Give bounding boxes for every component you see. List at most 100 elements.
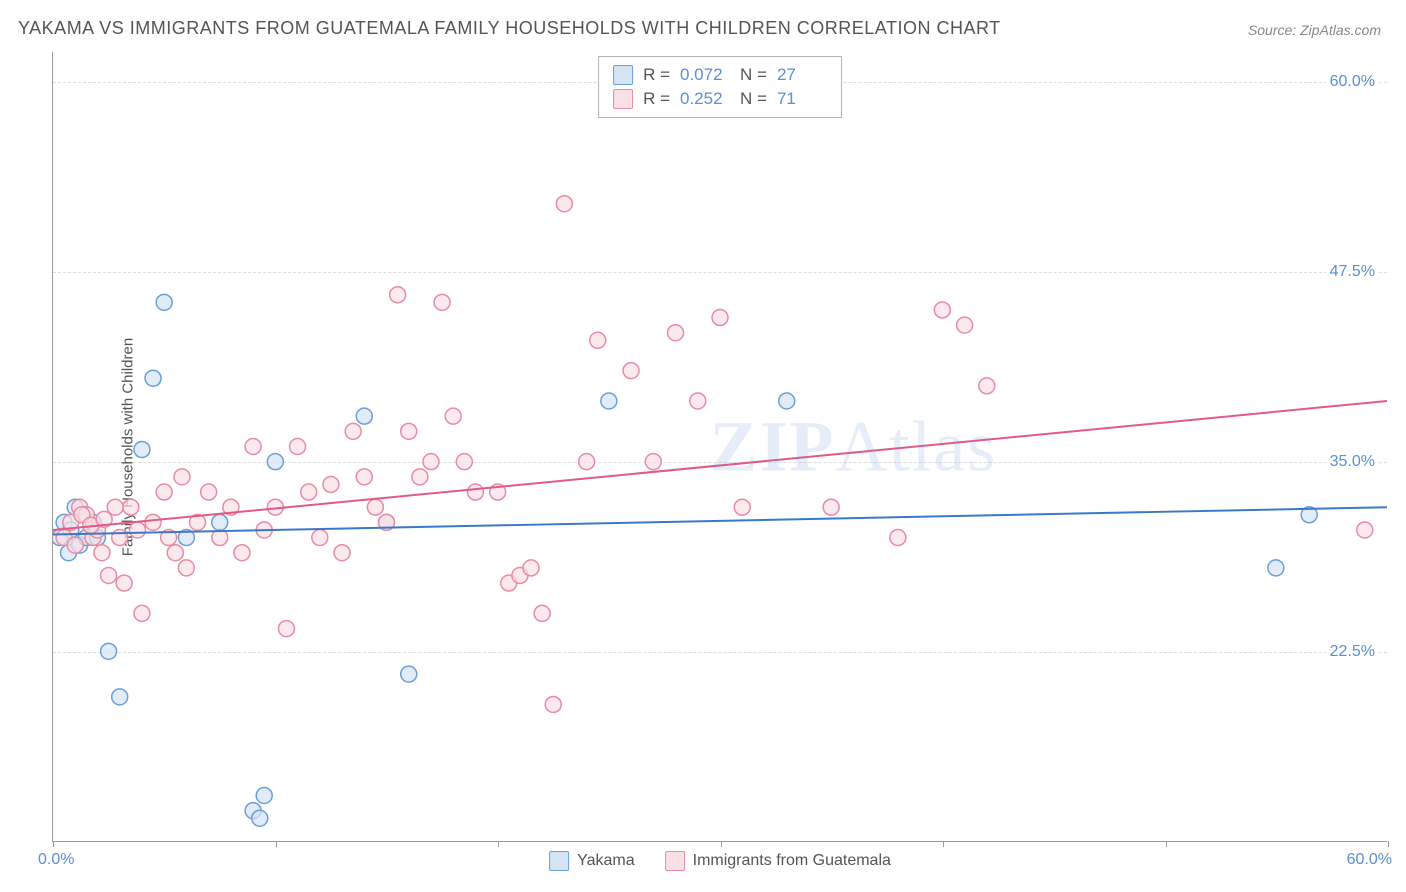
data-point: [645, 454, 661, 470]
r-label: R =: [643, 89, 670, 109]
data-point: [201, 484, 217, 500]
chart-plot-area: Family Households with Children ZIPAtlas…: [52, 52, 1387, 842]
data-point: [252, 810, 268, 826]
legend-item-1: Yakama: [549, 851, 635, 871]
data-point: [401, 423, 417, 439]
legend-label-1: Yakama: [577, 852, 635, 870]
r-value-2: 0.252: [680, 89, 730, 109]
data-point: [278, 621, 294, 637]
n-value-2: 71: [777, 89, 827, 109]
data-point: [979, 378, 995, 394]
chart-title: YAKAMA VS IMMIGRANTS FROM GUATEMALA FAMI…: [18, 18, 1001, 39]
data-point: [156, 484, 172, 500]
r-label: R =: [643, 65, 670, 85]
data-point: [668, 325, 684, 341]
stat-row-series-1: R = 0.072 N = 27: [613, 63, 827, 87]
data-point: [178, 560, 194, 576]
data-point: [345, 423, 361, 439]
data-point: [145, 514, 161, 530]
data-point: [779, 393, 795, 409]
data-point: [445, 408, 461, 424]
data-point: [301, 484, 317, 500]
x-tick: [53, 841, 54, 847]
n-value-1: 27: [777, 65, 827, 85]
data-point: [334, 545, 350, 561]
data-point: [212, 514, 228, 530]
source-attribution: Source: ZipAtlas.com: [1248, 22, 1381, 38]
data-point: [94, 545, 110, 561]
legend-swatch-1: [549, 851, 569, 871]
x-tick: [721, 841, 722, 847]
data-point: [934, 302, 950, 318]
data-point: [890, 530, 906, 546]
data-point: [434, 294, 450, 310]
data-point: [174, 469, 190, 485]
data-point: [390, 287, 406, 303]
data-point: [601, 393, 617, 409]
data-point: [256, 787, 272, 803]
data-point: [112, 689, 128, 705]
x-axis-max-label: 60.0%: [1347, 851, 1392, 869]
data-point: [534, 605, 550, 621]
x-tick: [498, 841, 499, 847]
data-point: [129, 522, 145, 538]
y-tick-label: 35.0%: [1326, 453, 1379, 471]
data-point: [116, 575, 132, 591]
data-point: [112, 530, 128, 546]
x-axis-min-label: 0.0%: [38, 851, 74, 869]
legend: Yakama Immigrants from Guatemala: [549, 851, 891, 871]
legend-label-2: Immigrants from Guatemala: [693, 852, 891, 870]
data-point: [412, 469, 428, 485]
data-point: [290, 439, 306, 455]
data-point: [590, 332, 606, 348]
data-point: [67, 537, 83, 553]
legend-item-2: Immigrants from Guatemala: [665, 851, 891, 871]
data-point: [712, 310, 728, 326]
data-point: [134, 442, 150, 458]
swatch-series-2: [613, 89, 633, 109]
data-point: [323, 476, 339, 492]
y-tick-label: 47.5%: [1326, 263, 1379, 281]
data-point: [456, 454, 472, 470]
data-point: [356, 408, 372, 424]
data-point: [101, 567, 117, 583]
data-point: [401, 666, 417, 682]
x-tick: [276, 841, 277, 847]
data-point: [423, 454, 439, 470]
scatter-plot-svg: [53, 52, 1387, 841]
data-point: [556, 196, 572, 212]
data-point: [623, 363, 639, 379]
data-point: [545, 696, 561, 712]
data-point: [156, 294, 172, 310]
data-point: [957, 317, 973, 333]
correlation-stats-box: R = 0.072 N = 27 R = 0.252 N = 71: [598, 56, 842, 118]
data-point: [134, 605, 150, 621]
data-point: [523, 560, 539, 576]
x-tick: [1166, 841, 1167, 847]
data-point: [101, 643, 117, 659]
n-label: N =: [740, 65, 767, 85]
legend-swatch-2: [665, 851, 685, 871]
data-point: [267, 454, 283, 470]
data-point: [579, 454, 595, 470]
data-point: [312, 530, 328, 546]
data-point: [367, 499, 383, 515]
n-label: N =: [740, 89, 767, 109]
data-point: [245, 439, 261, 455]
data-point: [690, 393, 706, 409]
data-point: [145, 370, 161, 386]
data-point: [167, 545, 183, 561]
data-point: [1357, 522, 1373, 538]
data-point: [734, 499, 750, 515]
data-point: [823, 499, 839, 515]
x-tick: [943, 841, 944, 847]
swatch-series-1: [613, 65, 633, 85]
y-tick-label: 22.5%: [1326, 643, 1379, 661]
y-tick-label: 60.0%: [1326, 73, 1379, 91]
data-point: [234, 545, 250, 561]
r-value-1: 0.072: [680, 65, 730, 85]
stat-row-series-2: R = 0.252 N = 71: [613, 87, 827, 111]
data-point: [467, 484, 483, 500]
x-tick: [1388, 841, 1389, 847]
data-point: [123, 499, 139, 515]
